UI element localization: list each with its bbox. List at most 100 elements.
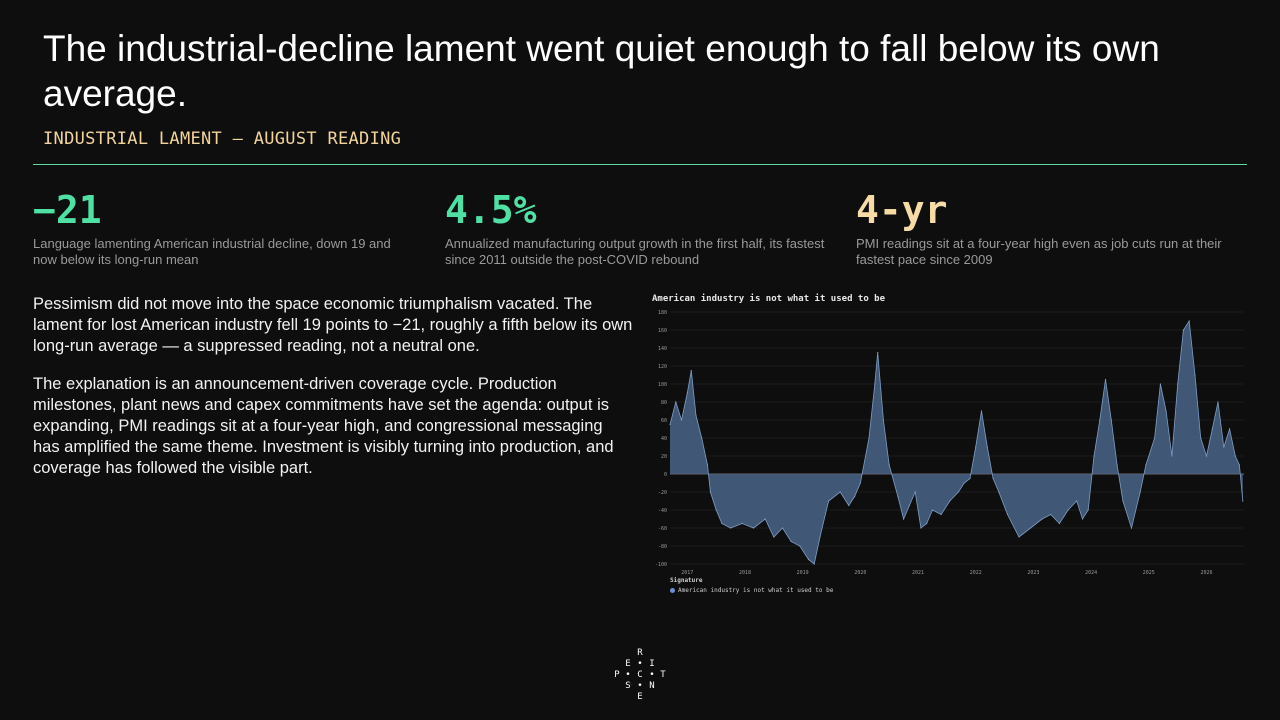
y-tick-label: -100 <box>655 562 667 568</box>
data-point <box>920 527 922 529</box>
y-tick-label: 20 <box>661 454 667 460</box>
data-point <box>1217 401 1219 403</box>
data-point <box>963 482 965 484</box>
data-point <box>1205 455 1208 457</box>
data-point <box>957 491 959 493</box>
data-point <box>1130 527 1133 529</box>
svg-text:•: • <box>637 659 642 669</box>
data-point <box>1223 446 1225 448</box>
data-point <box>1058 522 1060 525</box>
svg-text:E: E <box>625 659 630 669</box>
data-point <box>680 419 683 421</box>
data-point <box>773 536 775 538</box>
x-tick-label: 2024 <box>1085 570 1097 576</box>
data-point <box>741 522 743 525</box>
svg-text:R: R <box>637 648 643 658</box>
data-point <box>986 446 988 448</box>
x-tick-label: 2026 <box>1200 570 1212 576</box>
logo: R E • I P • C • T S • N E <box>614 648 666 702</box>
body-paragraph: The explanation is an announcement-drive… <box>33 375 614 477</box>
data-point <box>914 491 916 493</box>
data-point <box>1104 378 1107 381</box>
area-chart: 180 160 140 120 100 80 60 40 20 0 -20 -40 -60 -80 -100… <box>655 310 1244 576</box>
svg-text:•: • <box>625 670 630 680</box>
data-point <box>980 410 983 412</box>
y-tick-label: 160 <box>658 328 667 334</box>
data-point <box>1099 419 1101 421</box>
svg-text:E: E <box>637 692 642 702</box>
y-tick-label: -60 <box>658 526 667 532</box>
y-tick-label: 100 <box>658 382 667 388</box>
data-point <box>1238 464 1240 466</box>
data-point <box>1067 509 1069 511</box>
stat-lament: −21 Language lamenting American industri… <box>33 188 413 268</box>
data-point <box>1110 419 1112 421</box>
data-point <box>675 401 677 403</box>
data-point <box>686 392 688 394</box>
body-text: Pessimism did not move into the space ec… <box>33 294 633 496</box>
legend-entry: American industry is not what it used to… <box>670 587 833 594</box>
data-point <box>721 522 723 525</box>
data-point <box>828 500 830 502</box>
data-point <box>781 527 784 529</box>
svg-text:•: • <box>637 681 642 691</box>
data-point <box>790 540 792 543</box>
body-paragraph: Pessimism did not move into the space ec… <box>33 295 633 355</box>
data-point <box>897 495 899 498</box>
data-point <box>868 437 870 439</box>
data-point <box>706 464 709 466</box>
data-point <box>1242 500 1244 502</box>
data-point <box>998 491 1000 493</box>
data-point <box>715 509 717 511</box>
stat-description: PMI readings sit at a four-year high eve… <box>856 236 1222 267</box>
y-tick-label: -80 <box>658 544 667 550</box>
divider <box>33 164 1247 165</box>
data-point <box>854 495 856 498</box>
svg-text:I: I <box>649 659 654 669</box>
data-point <box>949 500 951 502</box>
data-point <box>1177 383 1179 385</box>
data-point <box>903 518 905 520</box>
data-point <box>1229 428 1231 430</box>
legend-label: American industry is not what it used to… <box>678 587 834 594</box>
y-tick-label: -40 <box>658 508 667 514</box>
y-tick-label: 120 <box>658 364 667 370</box>
data-point <box>1165 410 1167 412</box>
data-point <box>859 482 861 484</box>
x-tick-label: 2020 <box>854 570 866 576</box>
data-point <box>888 464 890 466</box>
data-point <box>1200 437 1202 439</box>
data-point <box>1030 527 1032 529</box>
chart-title: American industry is not what it used to… <box>652 294 885 304</box>
svg-text:P: P <box>614 670 620 680</box>
stat-value: 4-yr <box>856 188 948 232</box>
x-tick-label: 2019 <box>797 570 809 576</box>
x-tick-label: 2025 <box>1143 570 1155 576</box>
data-point <box>848 504 850 507</box>
y-tick-label: 40 <box>661 436 667 442</box>
data-point <box>753 527 755 529</box>
data-point <box>1018 536 1020 538</box>
data-point <box>1087 509 1089 511</box>
x-tick-label: 2017 <box>681 570 693 576</box>
stat-description: Language lamenting American industrial d… <box>33 236 391 267</box>
headline: The industrial-decline lament went quiet… <box>43 28 1160 114</box>
data-point <box>1159 383 1161 385</box>
y-tick-label: 0 <box>664 472 667 478</box>
y-tick-label: 180 <box>658 310 667 316</box>
data-point <box>1081 518 1084 520</box>
data-point <box>877 351 879 354</box>
data-point <box>1041 518 1043 520</box>
data-point <box>669 423 671 426</box>
stat-description: Annualized manufacturing output growth i… <box>445 236 825 267</box>
data-point <box>690 369 692 372</box>
stat-value: −21 <box>33 188 102 232</box>
data-point <box>1122 500 1124 502</box>
data-point <box>908 504 910 507</box>
data-point <box>839 491 841 493</box>
svg-text:T: T <box>660 670 666 680</box>
legend-swatch <box>670 588 675 593</box>
data-point <box>940 513 942 516</box>
data-point <box>969 477 971 480</box>
svg-text:C: C <box>637 670 642 680</box>
